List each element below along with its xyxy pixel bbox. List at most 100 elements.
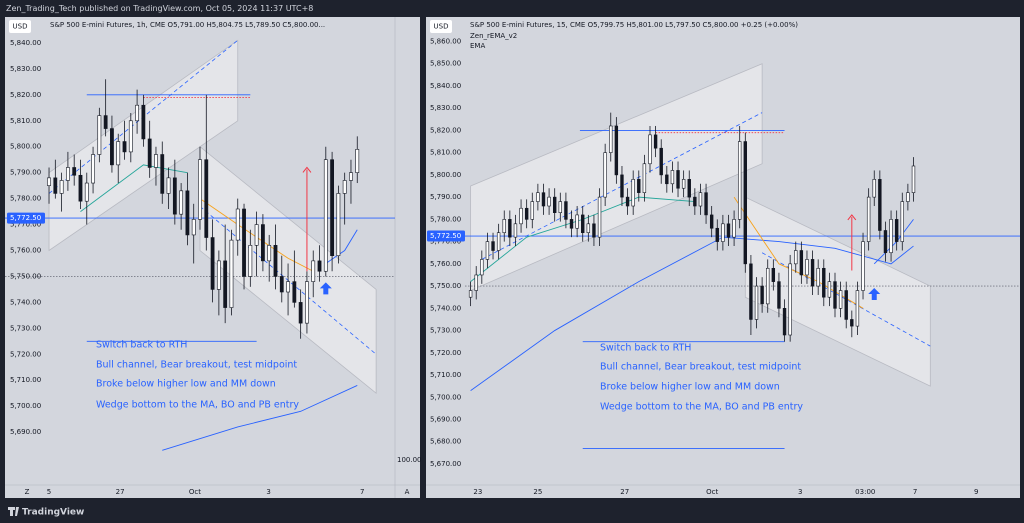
x-tick-label: 27: [116, 488, 125, 496]
y-tick-label: 5,730.00: [10, 324, 41, 332]
arrow-marker: [319, 282, 332, 295]
candle-body: [122, 141, 127, 153]
candle-body: [72, 167, 77, 176]
candle-body: [693, 196, 697, 207]
candle-body: [66, 167, 70, 181]
candle-body: [805, 259, 809, 276]
candle-body: [323, 159, 328, 272]
candle-body: [726, 223, 731, 238]
y-tick-label: 5,670.00: [430, 460, 461, 468]
x-tick-label: 9: [974, 488, 978, 496]
price-label: 5,772.50: [10, 214, 41, 222]
candle-body: [508, 219, 512, 238]
candle-body: [97, 115, 102, 155]
candle-body: [653, 134, 658, 149]
candle-body: [547, 196, 551, 207]
candle-body: [235, 208, 240, 241]
annotation: Bull channel, Bear breakout, test midpoi…: [96, 360, 297, 371]
candle-body: [160, 154, 165, 194]
candle-body: [279, 276, 284, 293]
candle-body: [614, 125, 619, 176]
candle-body: [286, 281, 290, 293]
scale-button[interactable]: Z: [25, 488, 30, 496]
scale-button[interactable]: A: [405, 488, 410, 496]
candle-body: [794, 250, 798, 265]
candle-body: [273, 245, 278, 277]
candle-body: [191, 219, 196, 236]
x-tick-label: 23: [473, 488, 482, 496]
y-tick-label: 5,740.00: [430, 304, 461, 312]
moving-average: [162, 385, 358, 451]
candle-body: [229, 239, 234, 308]
y-tick-label: 5,860.00: [430, 37, 461, 45]
candle-body: [822, 267, 826, 298]
candle-body: [485, 241, 490, 260]
candle-body: [642, 163, 647, 193]
y-tick-label: 5,800.00: [10, 143, 41, 151]
y-tick-label: 5,730.00: [430, 327, 461, 335]
candle-body: [198, 159, 202, 220]
candle-body: [872, 179, 876, 198]
candle-body: [620, 174, 624, 198]
candle-body: [524, 207, 529, 220]
candle-body: [330, 159, 334, 256]
footer-logo: TradingView: [8, 507, 84, 518]
annotation: Bull channel, Bear breakout, test midpoi…: [600, 362, 801, 373]
y-tick-label: 5,780.00: [10, 195, 41, 203]
y-tick-label: 5,740.00: [10, 298, 41, 306]
currency-button[interactable]: [430, 20, 452, 33]
currency-label: USD: [434, 23, 449, 31]
candle-body: [816, 267, 820, 287]
y-tick-label: 5,840.00: [10, 39, 41, 47]
candle-body: [116, 141, 121, 166]
candle-body: [154, 154, 158, 168]
candle-body: [861, 241, 865, 291]
candle-body: [223, 260, 228, 308]
y-tick-label: 5,810.00: [430, 149, 461, 157]
y-tick-label: 5,710.00: [430, 371, 461, 379]
y-tick-label: 5,750.00: [10, 272, 41, 280]
candle-body: [592, 223, 596, 238]
candle-body: [53, 177, 58, 194]
candle-body: [883, 230, 888, 254]
candle-body: [810, 259, 815, 287]
y-tick-label: 5,770.00: [430, 238, 461, 246]
candle-body: [670, 170, 675, 185]
chart-title: S&P 500 E-mini Futures, 1h, CME O5,791.0…: [50, 21, 325, 29]
x-tick-label: 27: [620, 488, 629, 496]
candle-body: [311, 260, 316, 282]
candle-body: [637, 179, 641, 193]
candle-body: [355, 149, 360, 173]
candle-body: [771, 267, 776, 282]
y-tick-label: 5,830.00: [430, 104, 461, 112]
arrow-marker: [868, 287, 881, 300]
candle-body: [715, 227, 719, 242]
candle-body: [491, 241, 495, 251]
candle-body: [267, 245, 272, 262]
y-tick-label: 5,840.00: [430, 82, 461, 90]
x-tick-label: 3: [266, 488, 270, 496]
candle-body: [878, 179, 882, 231]
candle-body: [185, 190, 190, 236]
annotation: Switch back to RTH: [96, 340, 187, 351]
y-tick-label: 5,790.00: [10, 169, 41, 177]
candle-body: [681, 179, 686, 189]
candle-body: [906, 192, 910, 202]
x-tick-label: Oct: [189, 488, 201, 496]
y-tick-label: 5,710.00: [10, 376, 41, 384]
arrow-head: [847, 214, 857, 221]
candle-body: [760, 285, 764, 305]
scale-label: 100.00: [397, 456, 422, 464]
candle-body: [474, 274, 478, 291]
candle-body: [855, 290, 860, 327]
candle-body: [292, 281, 297, 303]
y-tick-label: 5,720.00: [10, 350, 41, 358]
annotation: Broke below higher low and MM down: [600, 382, 780, 393]
candle-body: [777, 281, 781, 309]
x-tick-label: 03:00: [855, 488, 875, 496]
candle-body: [135, 104, 139, 122]
candle-body: [502, 219, 506, 234]
candle-body: [827, 281, 832, 298]
currency-button[interactable]: [9, 20, 31, 33]
